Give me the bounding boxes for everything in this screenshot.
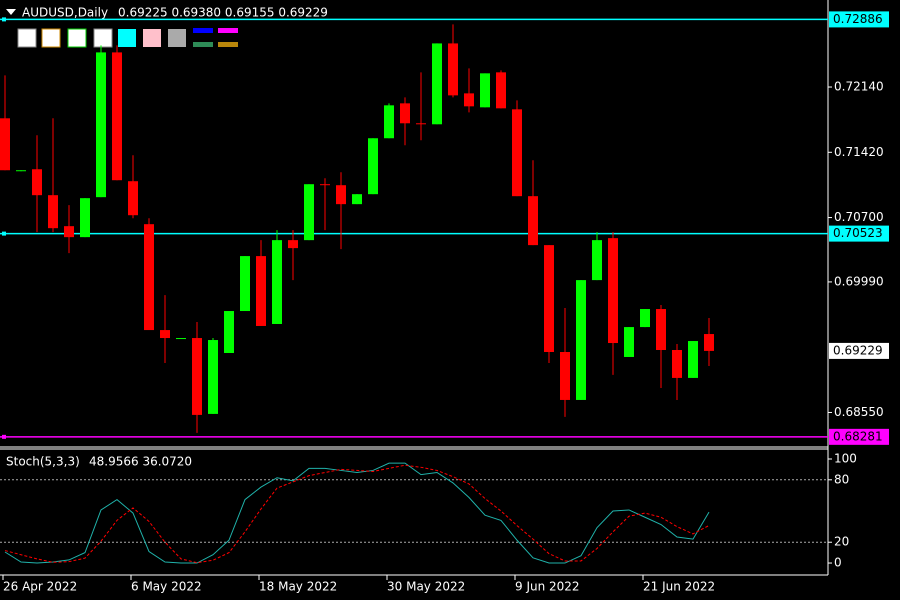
price-box-label: 0.70523 xyxy=(833,226,883,240)
candle-body xyxy=(480,73,490,108)
x-tick-label: 30 May 2022 xyxy=(387,580,465,594)
candle-body xyxy=(112,52,122,181)
candle-body xyxy=(544,245,554,352)
candle-body xyxy=(656,309,666,351)
candle-body xyxy=(496,72,506,109)
candle-body xyxy=(80,198,90,238)
line-marker xyxy=(2,434,6,439)
menu-arrow[interactable] xyxy=(6,9,16,15)
swatch[interactable] xyxy=(118,29,136,47)
indicator-line xyxy=(4,462,710,564)
swatch[interactable] xyxy=(193,42,213,47)
y-tick-label: 80 xyxy=(834,472,849,486)
candle-body xyxy=(144,224,154,331)
candle-body xyxy=(128,181,138,216)
swatch[interactable] xyxy=(41,28,61,48)
candle-body xyxy=(464,93,474,107)
candle-body xyxy=(96,52,106,198)
x-tick-label: 26 Apr 2022 xyxy=(3,580,77,594)
candle-body xyxy=(608,238,618,344)
indicator-line xyxy=(4,464,710,564)
candle-body xyxy=(240,256,250,312)
y-tick-label: 0.68550 xyxy=(834,405,884,419)
x-tick-label: 18 May 2022 xyxy=(259,580,337,594)
candle-body xyxy=(192,338,202,415)
candle-body xyxy=(336,185,346,205)
candle-body xyxy=(32,169,42,196)
indicator-title: Stoch(5,3,3) xyxy=(6,455,80,469)
price-box-label: 0.68281 xyxy=(833,429,883,443)
swatch[interactable] xyxy=(93,28,113,48)
y-tick-label: 100 xyxy=(834,451,857,465)
candle-body xyxy=(176,338,186,340)
candle-body xyxy=(208,340,218,414)
candle-body xyxy=(304,184,314,241)
last-price-label: 0.69229 xyxy=(833,343,883,357)
x-tick-label: 9 Jun 2022 xyxy=(515,580,580,594)
candle-body xyxy=(320,184,330,186)
price-box xyxy=(829,11,889,28)
swatch[interactable] xyxy=(17,28,37,48)
candle-body xyxy=(512,109,522,197)
candle-body xyxy=(64,226,74,238)
candle-body xyxy=(288,240,298,249)
candle-body xyxy=(528,196,538,246)
candle-body xyxy=(560,351,570,400)
swatch[interactable] xyxy=(193,28,213,33)
candle-body xyxy=(640,309,650,328)
candle-body xyxy=(160,330,170,339)
swatch[interactable] xyxy=(143,29,161,47)
candle-body xyxy=(576,280,586,400)
swatch[interactable] xyxy=(168,29,186,47)
last-price-box xyxy=(829,342,889,359)
color-swatches[interactable] xyxy=(17,28,238,48)
indicator-values: 48.9566 36.0720 xyxy=(89,455,192,469)
candle-body xyxy=(672,350,682,378)
line-marker xyxy=(2,17,6,22)
line-marker xyxy=(2,231,6,236)
candle-body xyxy=(256,256,266,326)
candle-body xyxy=(48,195,58,229)
x-tick-label: 21 Jun 2022 xyxy=(643,580,715,594)
y-tick-label: 0.71420 xyxy=(834,145,884,159)
y-tick-label: 0.69990 xyxy=(834,274,884,288)
y-tick-label: 20 xyxy=(834,535,849,549)
candle-body xyxy=(224,311,234,353)
price-box-label: 0.72886 xyxy=(833,12,883,26)
candle-body xyxy=(416,123,426,125)
candle-body xyxy=(592,240,602,281)
candle-body xyxy=(448,43,458,96)
candle-body xyxy=(272,240,282,324)
price-box xyxy=(829,225,889,242)
price-box xyxy=(829,428,889,445)
swatch[interactable] xyxy=(218,28,238,33)
y-tick-label: 0.72140 xyxy=(834,80,884,94)
candle-body xyxy=(704,334,714,351)
candle-body xyxy=(432,43,442,125)
swatch[interactable] xyxy=(67,28,87,48)
x-tick-label: 6 May 2022 xyxy=(131,580,202,594)
y-tick-label: 0.70700 xyxy=(834,210,884,224)
candle-body xyxy=(352,194,362,205)
candle-body xyxy=(688,341,698,378)
candle-body xyxy=(16,170,26,172)
candle-body xyxy=(368,138,378,195)
swatch[interactable] xyxy=(218,42,238,47)
candle-body xyxy=(624,327,634,357)
y-tick-label: 0 xyxy=(834,556,842,570)
candle-body xyxy=(384,105,394,139)
ohlc-text: 0.69225 0.69380 0.69155 0.69229 xyxy=(118,6,328,20)
candle-body xyxy=(0,118,10,171)
symbol-title: AUDUSD,Daily xyxy=(22,6,108,20)
candle-body xyxy=(400,103,410,124)
